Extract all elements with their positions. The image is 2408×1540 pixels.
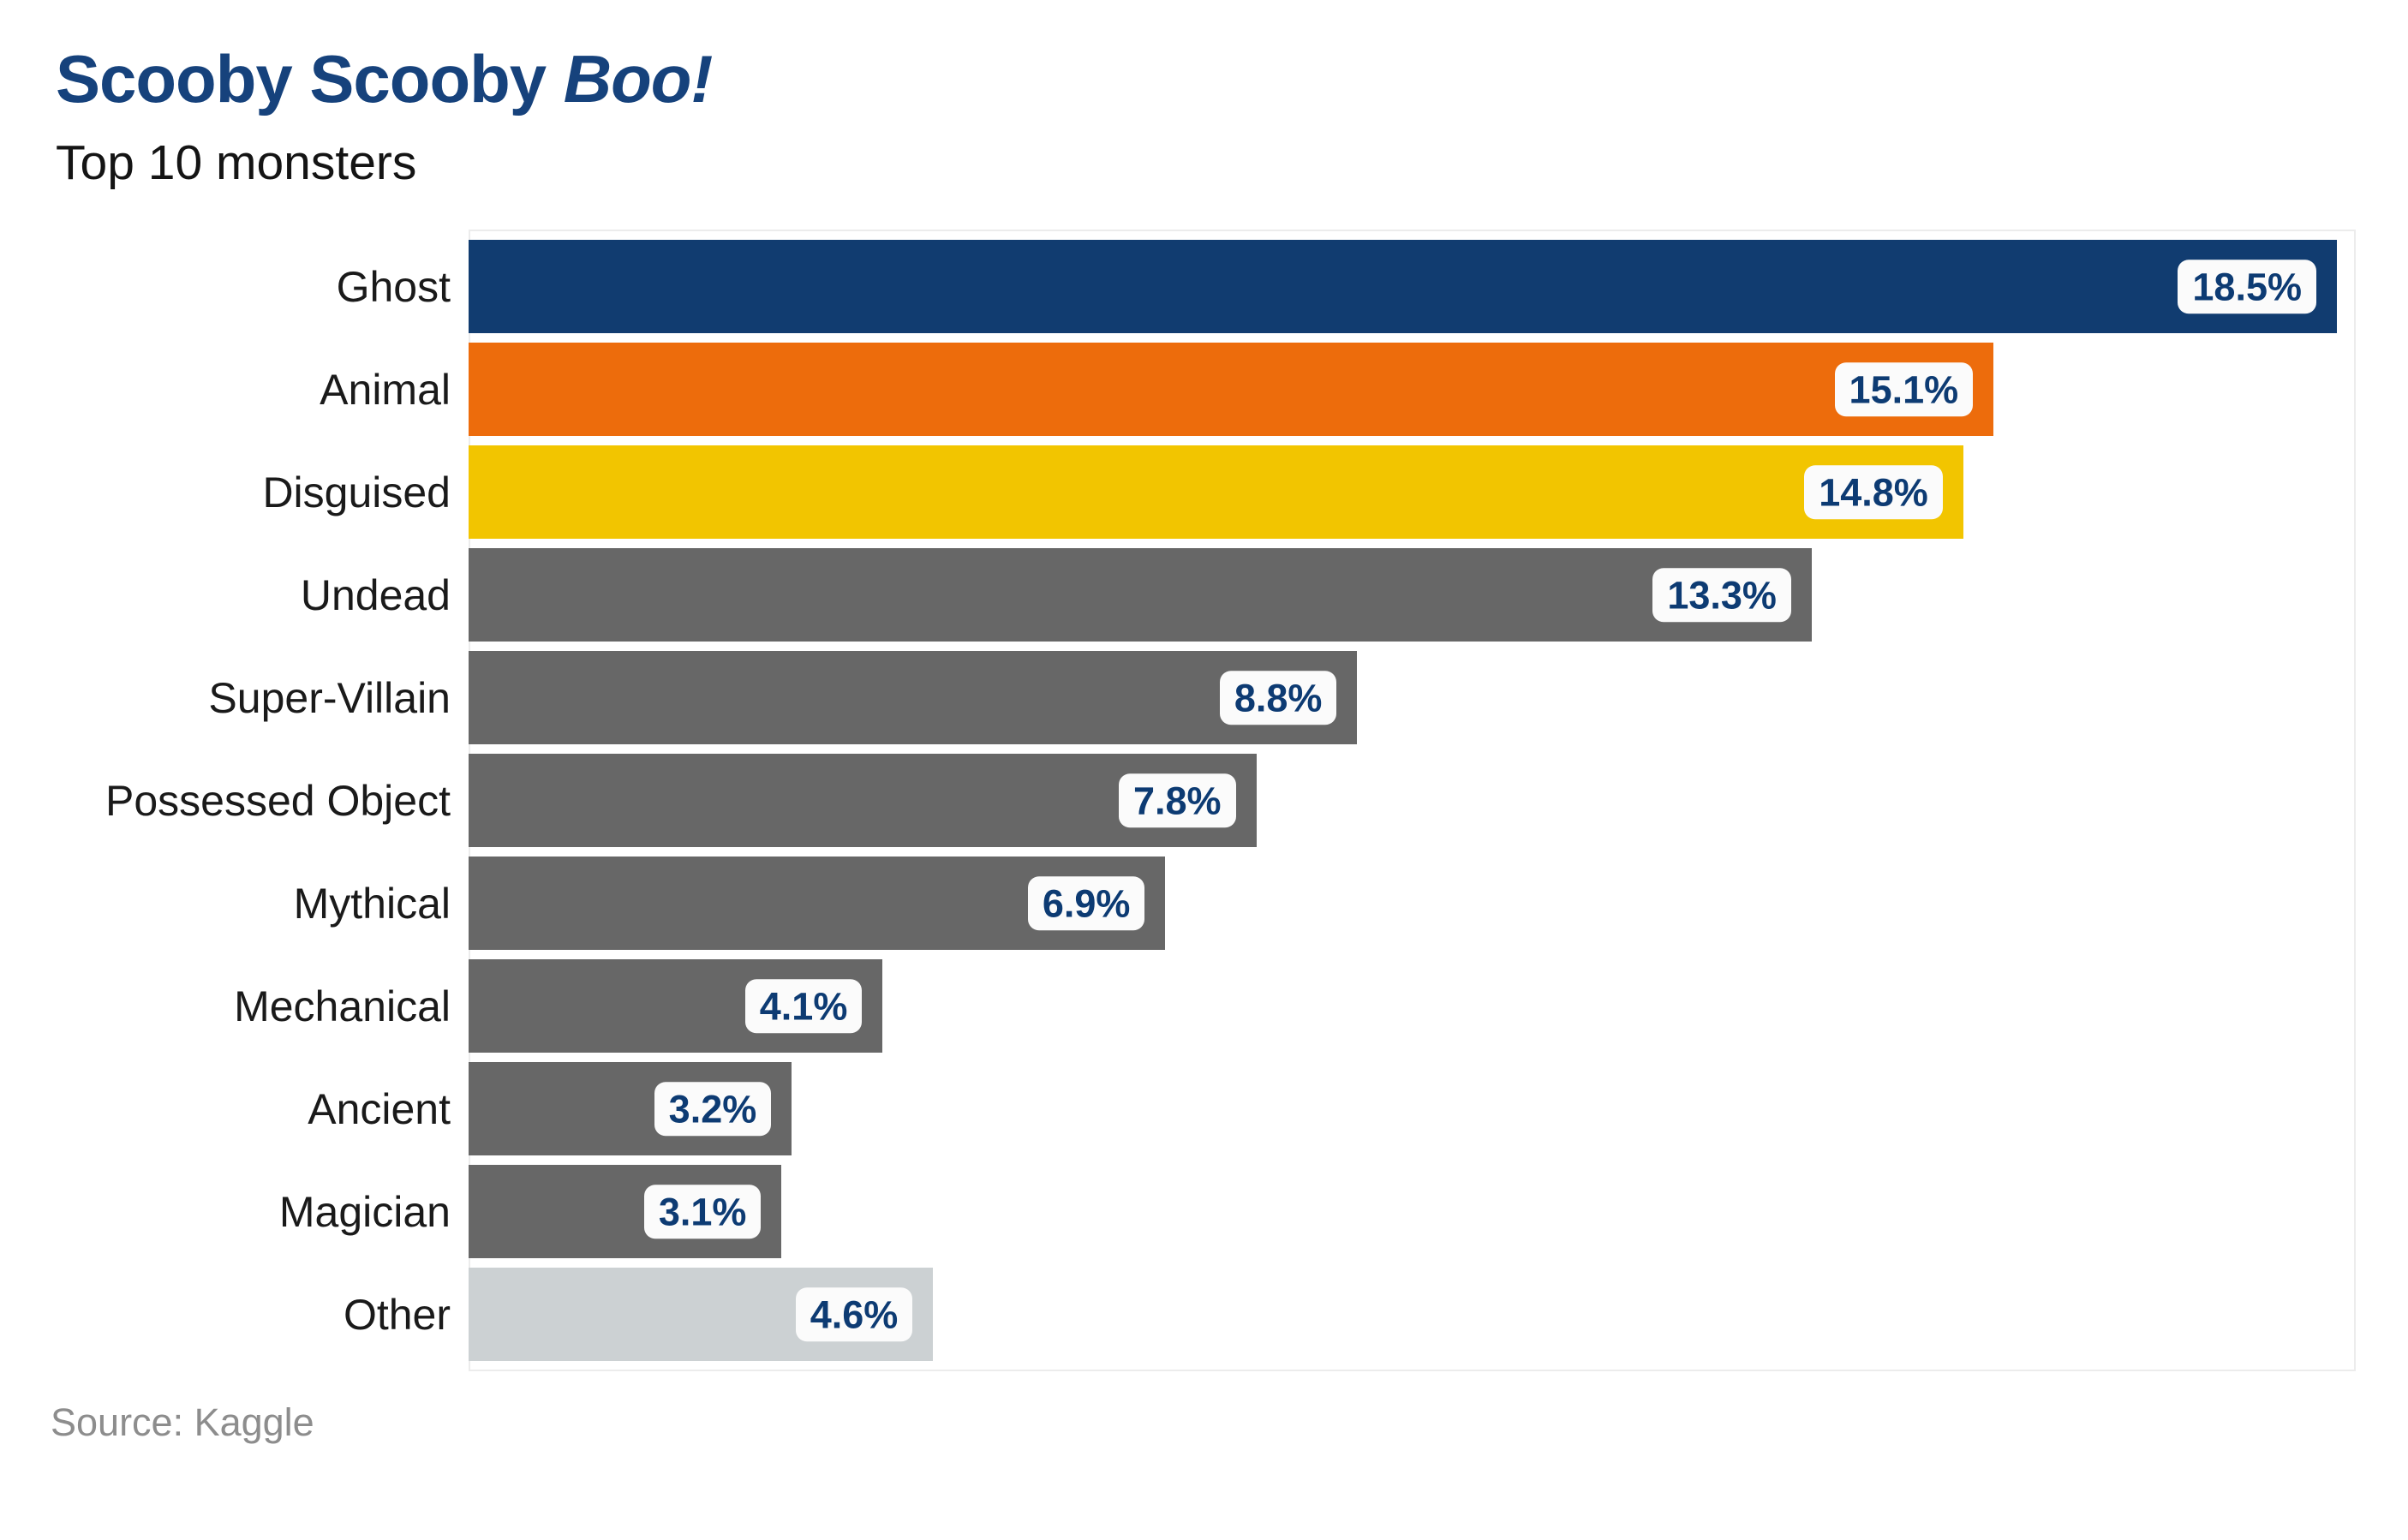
bar-track: 4.6% — [469, 1268, 2357, 1361]
category-label: Magician — [278, 1187, 451, 1236]
bar: 15.1% — [469, 343, 1994, 436]
bar: 13.3% — [469, 548, 1812, 642]
bar-chart: Ghost 18.5% Animal 15.1% Disguised 14.8% Undea… — [0, 230, 2357, 1371]
value-chip: 8.8% — [1219, 670, 1337, 725]
bar-rows: Ghost 18.5% Animal 15.1% Disguised 14.8% Undea… — [0, 230, 2357, 1371]
page-title: Scooby Scooby Boo! — [56, 39, 2408, 118]
title-space — [546, 41, 564, 116]
bar: 14.8% — [469, 445, 1963, 539]
bar-row: Ancient 3.2% — [0, 1062, 2357, 1155]
bar-row: Mechanical 4.1% — [0, 959, 2357, 1053]
bar-track: 13.3% — [469, 548, 2357, 642]
bar-row: Ghost 18.5% — [0, 240, 2357, 333]
category-label: Other — [343, 1290, 451, 1339]
title-main: Scooby Scooby — [56, 41, 547, 116]
bar: 3.1% — [469, 1165, 782, 1258]
category-label: Ghost — [336, 262, 451, 311]
bar-row: Magician 3.1% — [0, 1165, 2357, 1258]
bar: 8.8% — [469, 651, 1358, 744]
value-chip: 6.9% — [1027, 875, 1145, 931]
category-label: Ancient — [308, 1084, 451, 1133]
bar-track: 18.5% — [469, 240, 2357, 333]
bar: 6.9% — [469, 857, 1166, 950]
bar-row: Other 4.6% — [0, 1268, 2357, 1361]
bar-track: 4.1% — [469, 959, 2357, 1053]
bar: 4.1% — [469, 959, 883, 1053]
value-chip: 4.6% — [795, 1286, 913, 1342]
value-chip: 3.2% — [654, 1081, 772, 1137]
bar: 4.6% — [469, 1268, 934, 1361]
bar: 18.5% — [469, 240, 2337, 333]
category-label: Animal — [320, 365, 451, 414]
bar-track: 14.8% — [469, 445, 2357, 539]
bar: 7.8% — [469, 754, 1257, 847]
bar-track: 8.8% — [469, 651, 2357, 744]
value-chip: 4.1% — [744, 978, 863, 1034]
bar-row: Super-Villain 8.8% — [0, 651, 2357, 744]
value-chip: 15.1% — [1834, 361, 1974, 417]
bar: 3.2% — [469, 1062, 792, 1155]
category-label: Disguised — [262, 468, 451, 516]
source-note: Source: Kaggle — [51, 1400, 314, 1444]
page-subtitle: Top 10 monsters — [56, 135, 417, 190]
category-label: Undead — [300, 570, 451, 619]
value-chip: 14.8% — [1804, 464, 1943, 520]
chart-card: Scooby Scooby Boo! Top 10 monsters Ghost… — [0, 39, 2408, 1445]
bar-track: 6.9% — [469, 857, 2357, 950]
bar-track: 15.1% — [469, 343, 2357, 436]
bar-track: 3.2% — [469, 1062, 2357, 1155]
value-chip: 3.1% — [643, 1184, 762, 1239]
value-chip: 7.8% — [1118, 773, 1236, 828]
category-label: Possessed Object — [105, 776, 451, 825]
bar-row: Animal 15.1% — [0, 343, 2357, 436]
bar-track: 3.1% — [469, 1165, 2357, 1258]
category-label: Mythical — [293, 879, 451, 928]
value-chip: 13.3% — [1652, 567, 1791, 623]
bar-row: Undead 13.3% — [0, 548, 2357, 642]
category-label: Mechanical — [234, 982, 451, 1030]
title-accent: Boo! — [563, 41, 714, 116]
category-label: Super-Villain — [208, 673, 451, 722]
bar-row: Mythical 6.9% — [0, 857, 2357, 950]
bar-row: Possessed Object 7.8% — [0, 754, 2357, 847]
bar-track: 7.8% — [469, 754, 2357, 847]
bar-row: Disguised 14.8% — [0, 445, 2357, 539]
value-chip: 18.5% — [2178, 259, 2316, 314]
